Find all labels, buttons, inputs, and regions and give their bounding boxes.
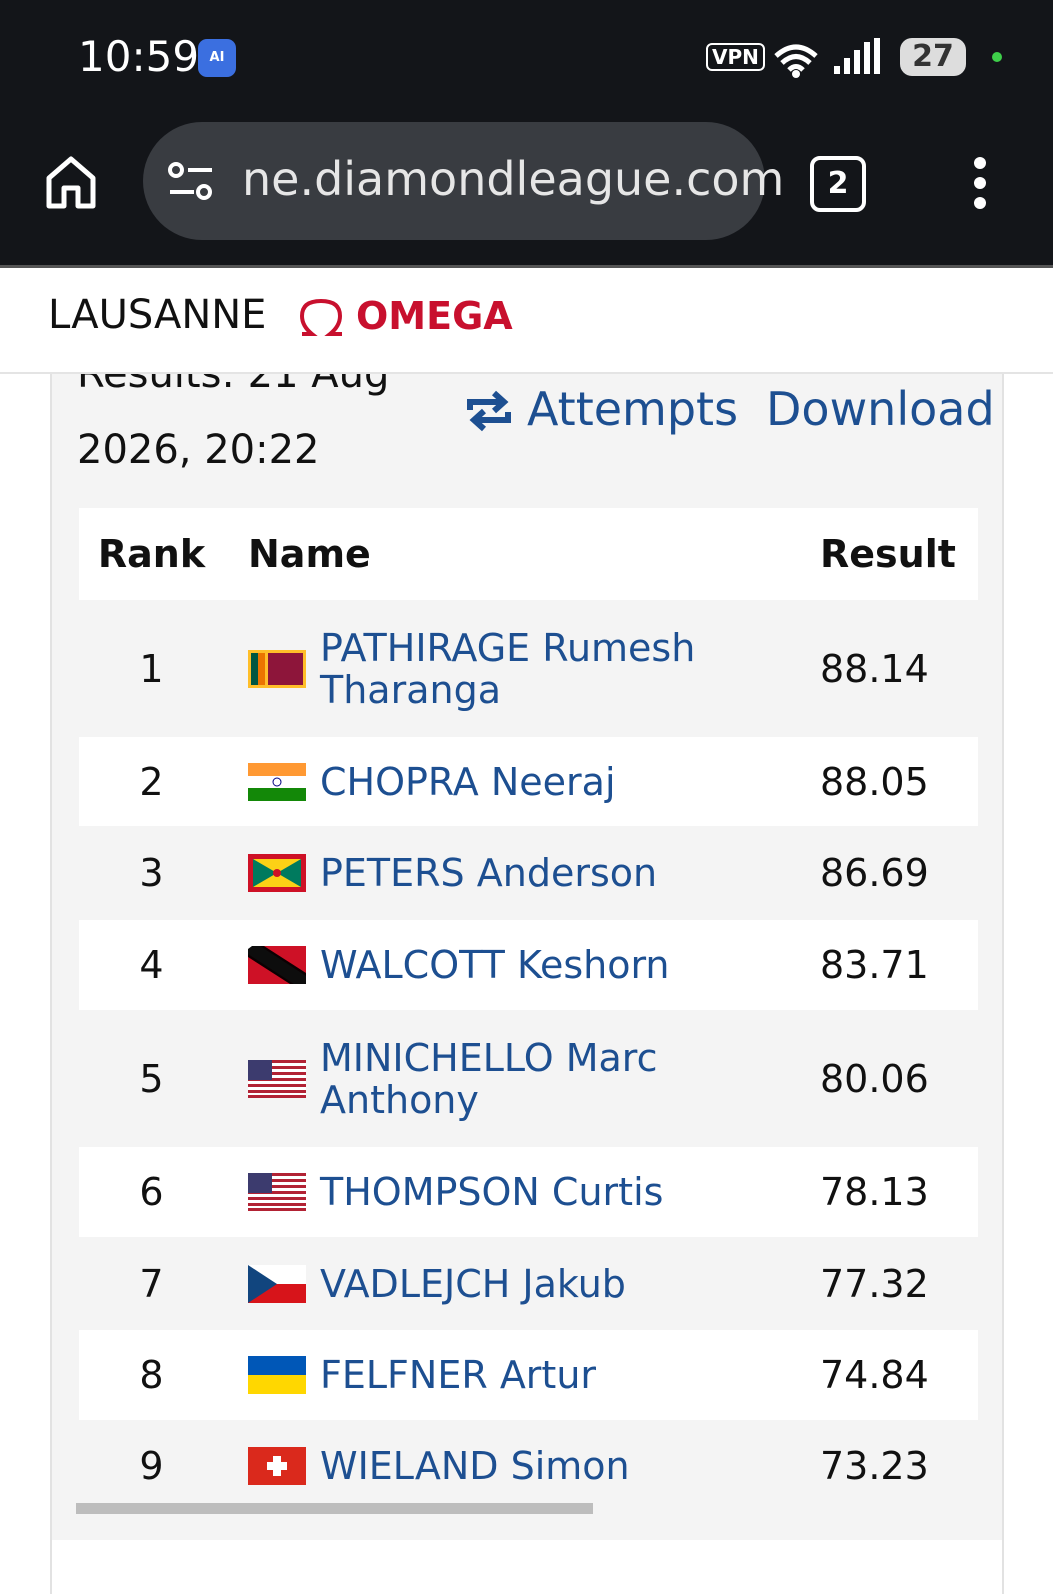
result-row: 2 CHOPRA Neeraj 88.05 — [79, 737, 978, 826]
attempts-link[interactable]: Attempts — [527, 382, 739, 436]
menu-button[interactable] — [968, 156, 992, 210]
athlete-link[interactable]: PATHIRAGE Rumesh Tharanga — [320, 625, 696, 712]
result-row: 8 FELFNER Artur 74.84 — [79, 1330, 978, 1420]
athlete-link[interactable]: PETERS Anderson — [320, 851, 658, 895]
flag — [248, 649, 306, 688]
result-row: 7 VADLEJCH Jakub 77.32 — [79, 1237, 978, 1330]
result-row: 5 MINICHELLO Marc Anthony 80.06 — [79, 1010, 978, 1147]
column-header: Rank — [97, 532, 206, 576]
meeting-name[interactable]: LAUSANNE — [48, 292, 267, 338]
scrollbar[interactable] — [76, 1503, 593, 1514]
rank: 3 — [139, 851, 164, 895]
flag — [248, 1447, 306, 1485]
flag — [248, 1264, 306, 1303]
flag — [248, 762, 306, 801]
download-link[interactable]: Download — [766, 382, 995, 436]
flag — [248, 854, 306, 892]
url[interactable]: ne.diamondleague.com — [242, 152, 785, 206]
attempts-icon[interactable] — [464, 388, 514, 434]
sponsor: OMEGA — [356, 294, 513, 338]
header-row: Rank Name Result — [79, 508, 978, 600]
address-bar[interactable] — [143, 122, 765, 240]
site-settings-icon[interactable] — [166, 160, 216, 204]
divider — [0, 265, 1053, 268]
flag — [248, 1356, 306, 1394]
athlete-link[interactable]: THOMPSON Curtis — [320, 1170, 664, 1214]
result: 80.06 — [820, 1056, 929, 1101]
result: 86.69 — [820, 851, 929, 895]
card-footer — [52, 1540, 1002, 1594]
athlete-link[interactable]: VADLEJCH Jakub — [320, 1261, 626, 1306]
athlete-link[interactable]: FELFNER Artur — [320, 1353, 597, 1397]
result: 74.84 — [820, 1353, 929, 1397]
ai-badge: AI — [198, 39, 236, 77]
athlete-link[interactable]: CHOPRA Neeraj — [320, 759, 616, 804]
result-row: 1 PATHIRAGE Rumesh Tharanga 88.14 — [79, 600, 978, 737]
result: 88.14 — [820, 646, 929, 691]
rank: 9 — [139, 1444, 164, 1488]
results-card: Results: 21 Aug 2026, 20:22 Attempts Dow… — [50, 374, 1004, 1594]
rank: 8 — [139, 1353, 164, 1397]
result: 77.32 — [820, 1261, 929, 1306]
flag — [248, 1059, 306, 1098]
athlete-link[interactable]: WALCOTT Keshorn — [320, 943, 670, 987]
rank: 6 — [139, 1170, 164, 1214]
result: 88.05 — [820, 759, 929, 804]
result: 73.23 — [820, 1444, 929, 1488]
flag — [248, 946, 306, 984]
athlete-link[interactable]: MINICHELLO Marc Anthony — [320, 1035, 658, 1122]
athlete-link[interactable]: WIELAND Simon — [320, 1444, 630, 1488]
rank: 7 — [139, 1261, 164, 1306]
tab-switcher[interactable]: 2 — [810, 156, 866, 212]
column-header: Result — [820, 532, 956, 576]
home-button[interactable] — [44, 154, 98, 210]
results-table: Rank Name Result 1 PATHIRAGE Rumesh Thar… — [79, 508, 978, 1512]
site-header — [0, 268, 1053, 374]
flag — [248, 1173, 306, 1211]
signal-icons — [774, 38, 880, 78]
rank: 4 — [139, 943, 164, 987]
result-row: 9 WIELAND Simon 73.23 — [79, 1420, 978, 1512]
result-row: 6 THOMPSON Curtis 78.13 — [79, 1147, 978, 1237]
result-row: 4 WALCOTT Keshorn 83.71 — [79, 920, 978, 1010]
clock: 10:59 — [78, 32, 200, 81]
results-heading: Results: 21 Aug 2026, 20:22 — [77, 374, 390, 473]
result-row: 3 PETERS Anderson 86.69 — [79, 826, 978, 920]
dot — [992, 52, 1002, 62]
result: 78.13 — [820, 1170, 929, 1214]
battery: 27 — [900, 38, 966, 76]
vpn-indicator: VPN — [706, 43, 765, 71]
result: 83.71 — [820, 943, 929, 987]
column-header: Name — [248, 532, 371, 576]
omega-logo — [299, 298, 343, 336]
rank: 2 — [139, 759, 164, 804]
rank: 1 — [139, 646, 164, 691]
rank: 5 — [139, 1056, 164, 1101]
